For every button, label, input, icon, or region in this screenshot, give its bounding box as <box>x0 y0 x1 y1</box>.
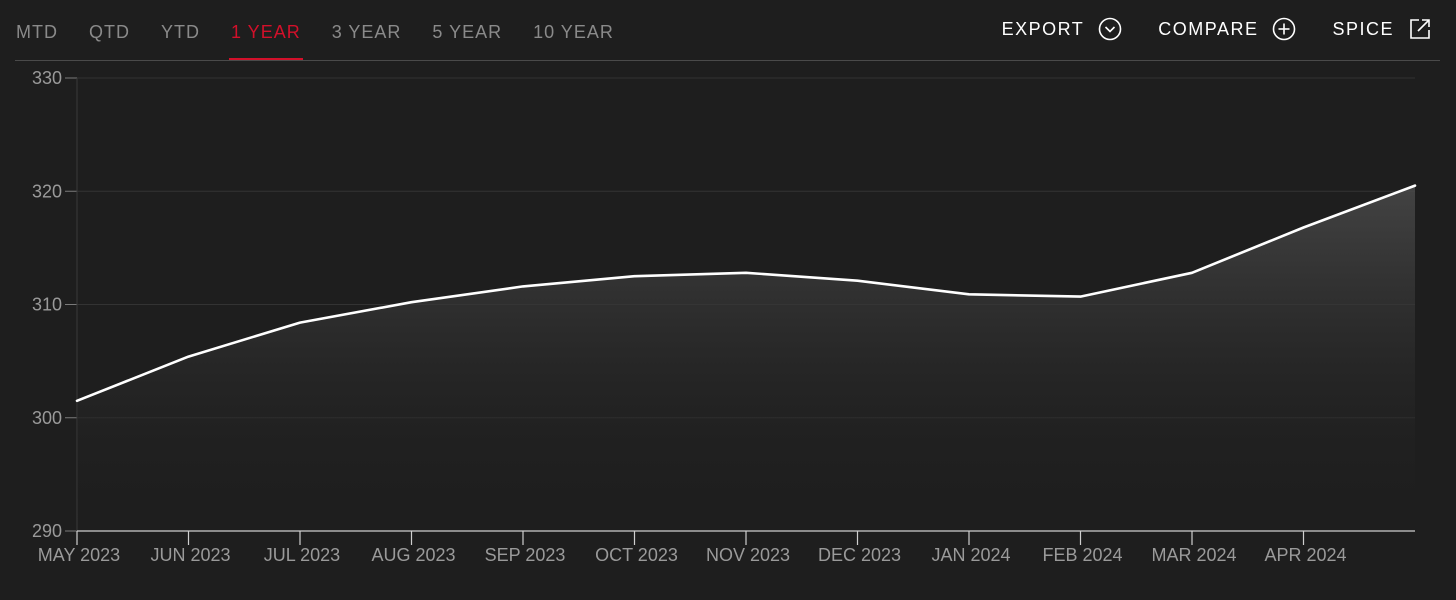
compare-button[interactable]: COMPARE <box>1158 17 1296 41</box>
y-tick-label: 290 <box>32 521 62 541</box>
x-tick-label: JAN 2024 <box>931 545 1010 565</box>
x-tick-label: DEC 2023 <box>818 545 901 565</box>
x-tick-label: JUN 2023 <box>150 545 230 565</box>
line-area-chart: 290 300 310 320 330 MAY 2023 JUN 2023 JUL 2023… <box>32 68 1417 565</box>
tab-ytd[interactable]: YTD <box>161 22 200 42</box>
tab-5-year[interactable]: 5 YEAR <box>432 22 503 42</box>
toolbar-divider <box>15 60 1440 61</box>
x-tick-label: FEB 2024 <box>1042 545 1122 565</box>
y-tick-label: 300 <box>32 408 62 428</box>
area-fill <box>77 185 1415 531</box>
tab-mtd[interactable]: MTD <box>16 22 58 42</box>
chart-toolbar: MTD QTD YTD 1 YEAR 3 YEAR 5 YEAR 10 YEAR… <box>0 0 1456 62</box>
compare-label: COMPARE <box>1158 18 1259 39</box>
series-line-layer <box>75 184 1417 403</box>
y-axis-ticks: 290 300 310 320 330 <box>32 68 62 541</box>
x-axis-ticks: MAY 2023 JUN 2023 JUL 2023 AUG 2023 SEP 2023… <box>38 545 1347 565</box>
x-tick-label: SEP 2023 <box>485 545 566 565</box>
chart-actions: EXPORT COMPARE SPICE <box>966 16 1432 42</box>
tab-qtd[interactable]: QTD <box>89 22 130 42</box>
plus-circle-icon <box>1272 17 1296 41</box>
tab-10-year[interactable]: 10 YEAR <box>533 22 614 42</box>
export-button[interactable]: EXPORT <box>1002 17 1123 41</box>
export-label: EXPORT <box>1001 18 1085 39</box>
x-tick-label: OCT 2023 <box>595 545 678 565</box>
period-tabs: MTD QTD YTD 1 YEAR 3 YEAR 5 YEAR 10 YEAR <box>16 0 645 62</box>
chevron-down-circle-icon <box>1098 17 1122 41</box>
tab-1-year[interactable]: 1 YEAR <box>229 0 303 62</box>
tab-3-year[interactable]: 3 YEAR <box>331 22 402 42</box>
y-tick-label: 310 <box>32 295 62 315</box>
y-tick-label: 320 <box>32 181 62 201</box>
y-tick-label: 330 <box>32 68 62 88</box>
external-link-icon <box>1408 17 1432 41</box>
x-tick-label: NOV 2023 <box>706 545 790 565</box>
x-tick-label: MAY 2023 <box>38 545 120 565</box>
series-area <box>77 185 1415 531</box>
x-tick-label: MAR 2024 <box>1151 545 1236 565</box>
x-tick-label: JUL 2023 <box>264 545 340 565</box>
spice-label: SPICE <box>1332 18 1394 39</box>
x-tick-label: AUG 2023 <box>371 545 455 565</box>
series-line <box>75 184 1417 403</box>
spice-button[interactable]: SPICE <box>1332 17 1432 41</box>
x-tick-label: APR 2024 <box>1264 545 1346 565</box>
